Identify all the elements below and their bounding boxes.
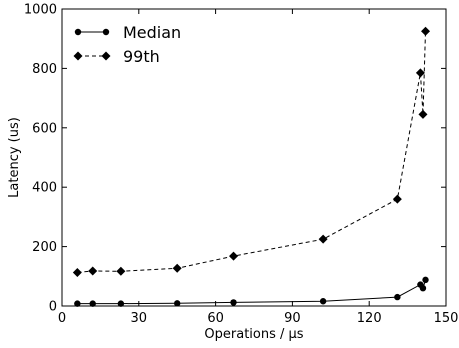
legend-swatch-99th [73,51,111,61]
data-point [116,266,126,276]
series-median [74,276,429,307]
legend-label-median: Median [123,23,181,42]
data-point [418,109,428,119]
data-point [392,194,402,204]
legend-item-median: Median [74,23,181,42]
y-tick-label: 200 [32,240,57,255]
series-line [77,279,426,305]
x-tick-label: 120 [357,311,382,326]
legend-marker [73,51,83,61]
data-point [72,267,82,277]
legend-marker [102,28,110,36]
data-point [422,276,429,284]
data-point [174,300,181,307]
y-tick-label: 1000 [24,3,57,18]
y-axis-label: Latency (us) [7,117,22,198]
x-tick-label: 90 [284,311,301,326]
legend-marker [101,51,111,61]
plot-area: 0 30 60 90 120 150 0 200 400 600 800 1000 [24,3,459,327]
y-tick-label: 400 [32,181,57,196]
data-point [230,299,237,306]
data-point [229,251,239,261]
data-point [394,293,401,301]
x-tick-label: 150 [434,311,459,326]
data-point [74,300,81,307]
y-axis-ticks: 0 200 400 600 800 1000 [24,3,446,315]
data-point [117,300,125,307]
y-tick-label: 600 [32,121,57,136]
data-point [415,68,425,78]
legend-label-99th: 99th [123,47,160,66]
data-point [419,284,427,292]
x-tick-label: 60 [207,311,224,326]
data-point [172,263,182,273]
data-point [89,300,96,307]
plot-frame [61,8,447,307]
x-tick-label: 0 [58,311,66,326]
y-tick-label: 800 [32,62,57,77]
x-axis-label: Operations / μs [204,327,303,342]
legend: Median 99th [73,23,181,66]
legend-marker [74,28,82,36]
legend-swatch-median [74,28,110,36]
y-tick-label: 0 [49,300,57,315]
data-point [318,234,328,244]
data-point [421,26,431,36]
series-line [77,31,426,273]
x-tick-label: 30 [131,311,148,326]
series-99th [72,26,431,277]
legend-item-99th: 99th [73,47,160,66]
data-point [319,298,327,305]
x-axis-ticks: 0 30 60 90 120 150 [58,9,459,326]
data-point [88,266,98,276]
series-layer [72,26,431,307]
